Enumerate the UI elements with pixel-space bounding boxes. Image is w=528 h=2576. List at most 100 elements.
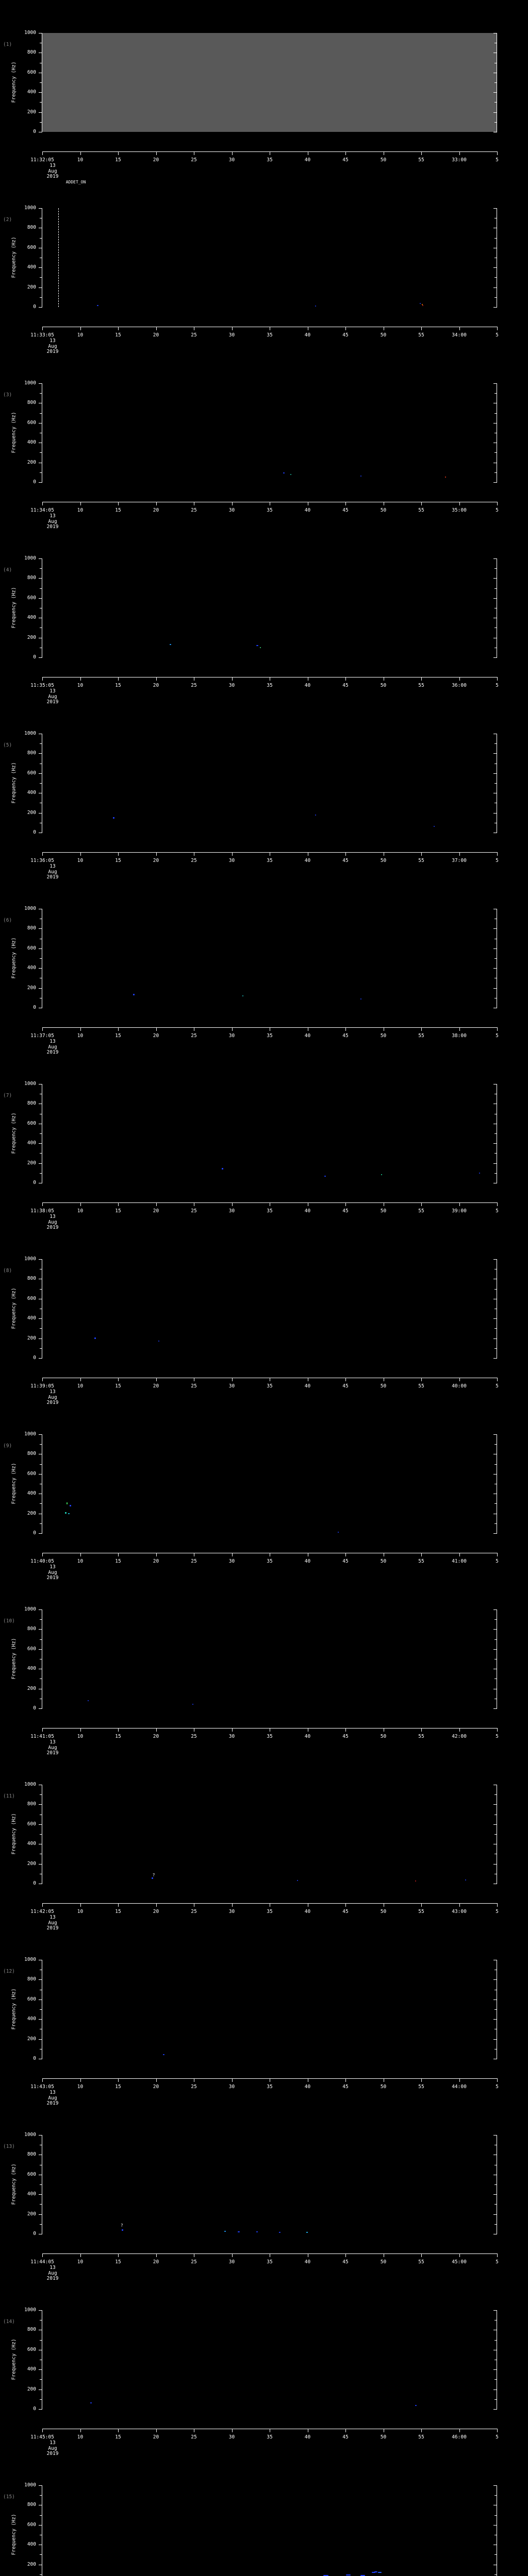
y-tick-label-1000-2: 1000 xyxy=(24,205,36,211)
x-tick-2-7 xyxy=(118,1202,119,1206)
x-tick-label-10-2: 55 xyxy=(418,332,424,338)
x-tick-label-12-1: 5 xyxy=(496,157,499,163)
y-tick-400-2 xyxy=(39,267,42,268)
x-tick-label-4-3: 25 xyxy=(191,507,197,513)
x-tick-label-3-6: 20 xyxy=(153,1033,159,1039)
y-tick-1000-15 xyxy=(39,2485,42,2486)
x-tick-label-5-9: 30 xyxy=(228,1558,235,1564)
y-tick-label-1000-7: 1000 xyxy=(24,1081,36,1087)
y-tick-label-600-7: 600 xyxy=(27,1120,36,1126)
y-axis-title-holder-7: Frequency (Hz) xyxy=(7,1084,17,1183)
addet-on-marker-line xyxy=(58,208,59,307)
y-tick-600-6 xyxy=(39,948,42,949)
x-tick-label-8-10: 45 xyxy=(342,1734,349,1739)
panel-number-5: (5) xyxy=(3,742,12,748)
x-axis-date-8: 13 Aug 2019 xyxy=(46,1389,59,1405)
y-tick-label-400-3: 400 xyxy=(27,439,36,446)
x-tick-12-8 xyxy=(497,1378,498,1381)
x-tick-label-4-12: 25 xyxy=(191,2084,197,2090)
x-axis-date-5: 13 Aug 2019 xyxy=(46,863,59,880)
y-tick-200-11 xyxy=(39,1864,42,1865)
right-minor-tick-700-14 xyxy=(494,2340,497,2341)
x-tick-1-1 xyxy=(80,151,81,155)
y-tick-label-1000-8: 1000 xyxy=(24,1256,36,1262)
x-tick-10-13 xyxy=(421,2253,422,2257)
panel-15: (15)Frequency (Hz)1000800600400200011:46… xyxy=(0,2483,528,2576)
x-tick-11-12 xyxy=(459,2078,460,2082)
x-tick-label-8-2: 45 xyxy=(342,332,349,338)
x-tick-3-7 xyxy=(156,1202,157,1206)
x-tick-0-6 xyxy=(42,1027,43,1031)
x-axis-date-11: 13 Aug 2019 xyxy=(46,1914,59,1931)
x-tick-label-0-9: 11:40:05 xyxy=(30,1558,54,1564)
detection-point xyxy=(158,1341,159,1342)
y-minor-tick-300-9 xyxy=(40,1503,42,1504)
right-minor-tick-500-5 xyxy=(494,783,497,784)
plot-area-2 xyxy=(42,208,497,307)
right-tick-1000-10 xyxy=(493,1609,497,1610)
x-tick-label-3-2: 20 xyxy=(153,332,159,338)
x-tick-label-5-11: 30 xyxy=(228,1909,235,1914)
y-tick-0-2 xyxy=(39,307,42,308)
right-tick-600-4 xyxy=(493,598,497,599)
x-tick-1-5 xyxy=(80,852,81,856)
y-tick-label-200-9: 200 xyxy=(27,1510,36,1516)
x-tick-5-11 xyxy=(232,1903,233,1907)
detection-point xyxy=(256,645,258,647)
y-tick-label-400-7: 400 xyxy=(27,1140,36,1146)
x-tick-label-0-3: 11:34:05 xyxy=(30,507,54,513)
panel-number-9: (9) xyxy=(3,1443,12,1449)
y-tick-label-400-14: 400 xyxy=(27,2366,36,2372)
detection-point xyxy=(151,1877,153,1879)
x-tick-0-11 xyxy=(42,1903,43,1907)
y-tick-400-8 xyxy=(39,1318,42,1319)
x-tick-label-7-6: 40 xyxy=(304,1033,311,1039)
y-minor-tick-300-13 xyxy=(40,2204,42,2205)
right-tick-0-2 xyxy=(493,307,497,308)
y-axis-title-holder-9: Frequency (Hz) xyxy=(7,1434,17,1533)
x-tick-0-3 xyxy=(42,502,43,505)
x-tick-1-8 xyxy=(80,1378,81,1381)
detection-point xyxy=(371,2572,375,2573)
panel-number-12: (12) xyxy=(3,1969,15,1974)
y-tick-label-1000-13: 1000 xyxy=(24,2132,36,2138)
y-tick-label-200-7: 200 xyxy=(27,1160,36,1166)
x-tick-0-4 xyxy=(42,677,43,681)
y-tick-label-200-15: 200 xyxy=(27,2561,36,2567)
right-minor-tick-500-11 xyxy=(494,1834,497,1835)
x-tick-label-9-6: 50 xyxy=(380,1033,387,1039)
y-tick-0-3 xyxy=(39,482,42,483)
detection-point xyxy=(90,2402,92,2404)
plot-annotation: ? xyxy=(152,1873,155,1878)
x-tick-label-11-14: 46:00 xyxy=(452,2434,467,2440)
x-tick-label-9-1: 50 xyxy=(380,157,387,163)
x-tick-label-7-3: 40 xyxy=(304,507,311,513)
y-tick-label-800-8: 800 xyxy=(27,1276,36,1282)
detection-point xyxy=(374,2571,377,2572)
y-tick-200-8 xyxy=(39,1338,42,1339)
detection-point xyxy=(433,826,435,827)
x-tick-label-11-4: 36:00 xyxy=(452,683,467,688)
y-tick-label-600-6: 600 xyxy=(27,945,36,951)
right-minor-tick-300-8 xyxy=(494,1328,497,1329)
panel-number-7: (7) xyxy=(3,1093,12,1098)
x-tick-label-5-7: 30 xyxy=(228,1208,235,1214)
y-minor-tick-700-10 xyxy=(40,1639,42,1640)
y-tick-400-14 xyxy=(39,2369,42,2370)
right-minor-tick-300-2 xyxy=(494,277,497,278)
y-tick-200-12 xyxy=(39,2039,42,2040)
x-tick-label-6-10: 35 xyxy=(267,1734,273,1739)
detection-point xyxy=(323,2574,329,2576)
right-minor-tick-300-3 xyxy=(494,452,497,453)
x-tick-2-14 xyxy=(118,2429,119,2432)
y-tick-200-6 xyxy=(39,988,42,989)
x-tick-11-2 xyxy=(459,327,460,330)
x-tick-label-5-3: 30 xyxy=(228,507,235,513)
panel-7: (7) Frequency (Hz) 1000 800 600 400 200 0 11:38:… xyxy=(0,1081,528,1259)
x-tick-label-3-13: 20 xyxy=(153,2259,159,2265)
detection-point xyxy=(360,2575,366,2576)
y-tick-label-0-13: 0 xyxy=(33,2231,36,2236)
y-tick-label-600-4: 600 xyxy=(27,595,36,601)
right-tick-600-5 xyxy=(493,773,497,774)
x-tick-label-2-8: 15 xyxy=(115,1383,121,1389)
